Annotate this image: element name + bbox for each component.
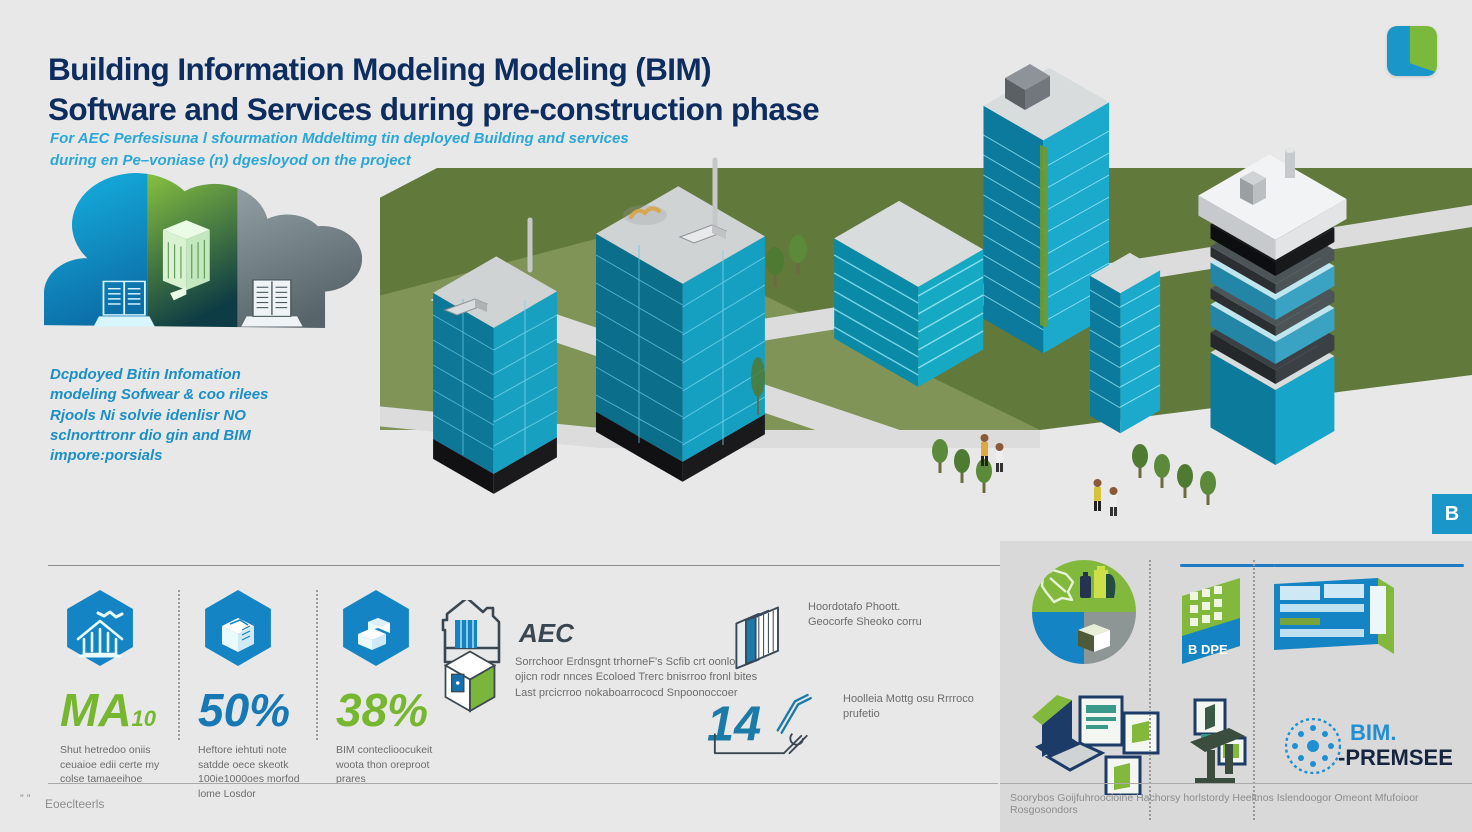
svg-text:AEC: AEC (518, 618, 575, 648)
svg-text:B DPE: B DPE (1188, 642, 1228, 657)
